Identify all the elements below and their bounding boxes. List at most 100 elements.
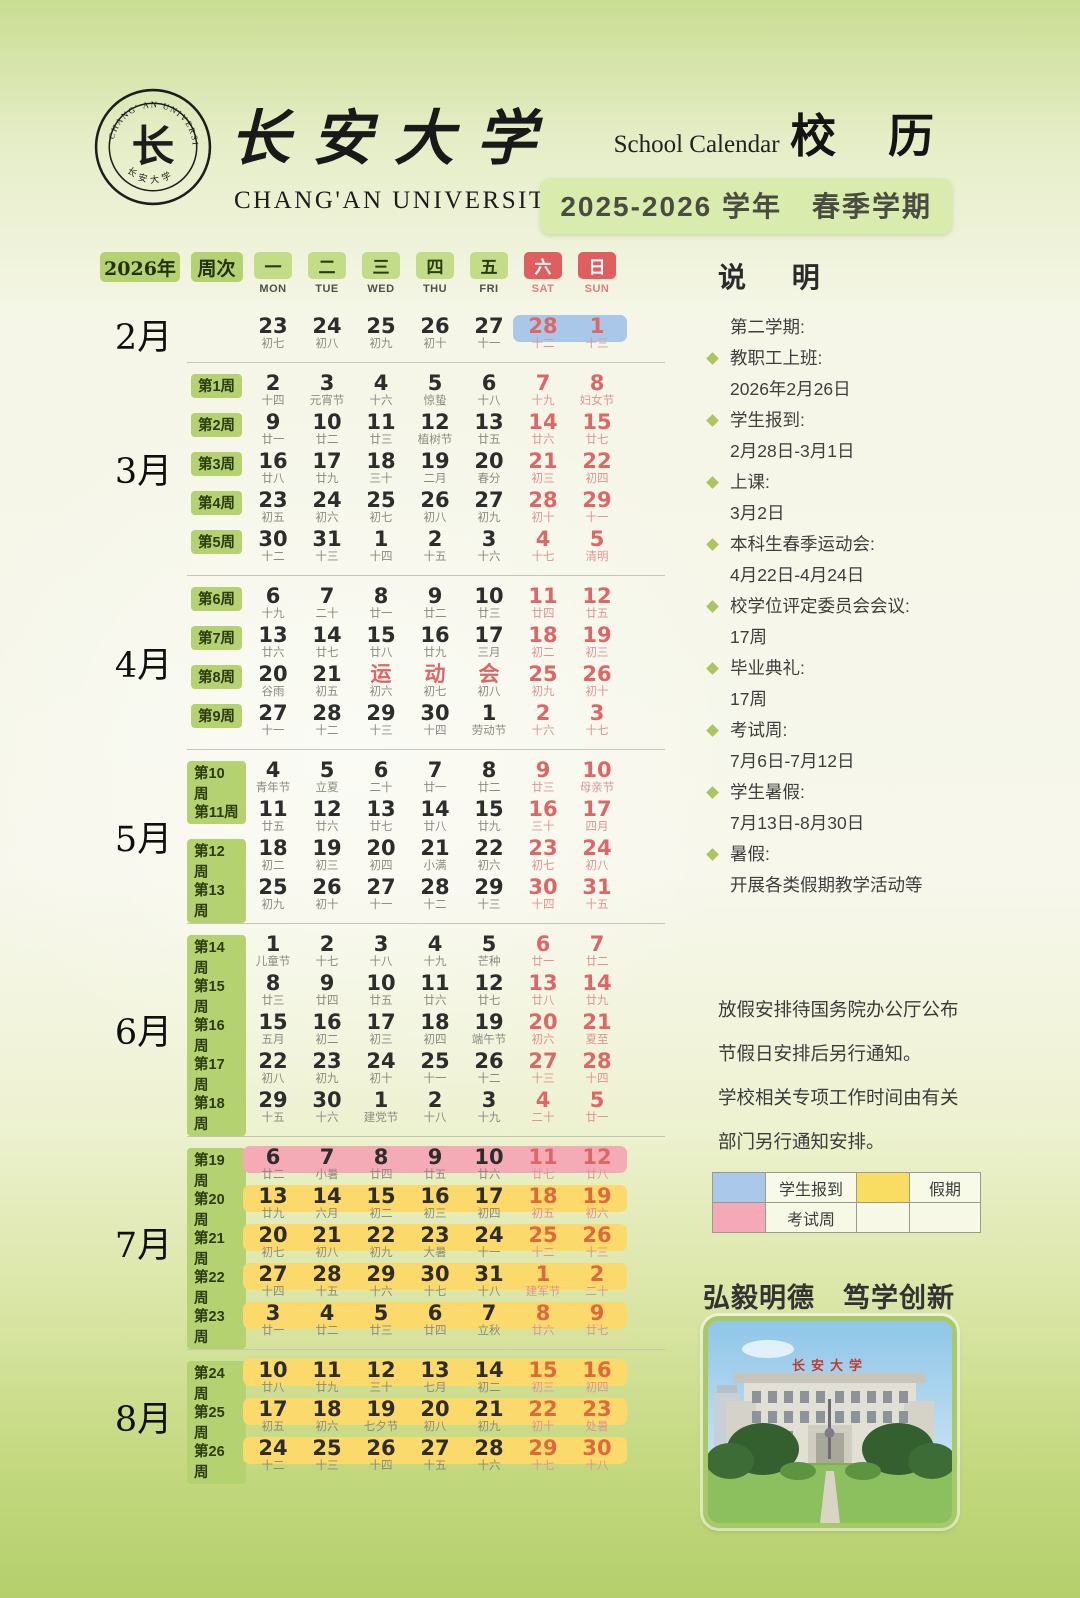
day-number: 25 <box>366 488 396 512</box>
day-cell: 25 初九 <box>246 875 300 914</box>
day-lunar-label: 十二 <box>531 338 555 350</box>
week-number-badge: 第12周 <box>187 839 246 884</box>
days-area: 2 十四 3 元宵节 4 十六 5 惊蛰 6 十八 7 十九 8 妇女节 <box>246 371 624 410</box>
day-lunar-label: 初二 <box>369 1208 393 1220</box>
day-lunar-label: 廿八 <box>261 1382 285 1394</box>
day-lunar-label: 初二 <box>315 1034 339 1046</box>
day-cell: 29 十三 <box>354 701 408 740</box>
day-number: 15 <box>366 623 396 647</box>
week-number-cell: 第17周 <box>187 1049 246 1097</box>
day-number: 11 <box>366 410 396 434</box>
day-header-glyph: 一 <box>254 252 292 279</box>
legend-table: 学生报到 假期 考试周 <box>712 1172 981 1233</box>
day-cell: 3 十八 <box>354 932 408 971</box>
day-lunar-label: 初三 <box>531 473 555 485</box>
day-lunar-label: 廿一 <box>531 956 555 968</box>
days-area: 27 十四 28 十五 29 十六 30 十七 31 十八 1 建军节 2 二十 <box>243 1262 627 1301</box>
day-lunar-label: 十五 <box>315 1286 339 1298</box>
day-number: 20 <box>258 662 288 686</box>
day-cell: 10 母亲节 <box>570 758 624 797</box>
month-label: 3月 <box>114 452 173 492</box>
notes-list: 第二学期: 教职工上班: 2026年2月26日 学生报到: 2月28日-3月1日 上课: 3… <box>706 312 978 901</box>
day-cell: 21 小满 <box>408 836 462 875</box>
day-number: 9 <box>319 971 335 995</box>
days-area: 4 青年节 5 立夏 6 二十 7 廿一 8 廿二 9 廿三 10 母亲节 <box>246 758 624 797</box>
day-cell: 22 初九 <box>354 1223 408 1262</box>
day-lunar-label: 妇女节 <box>579 395 615 407</box>
day-number: 25 <box>366 314 396 338</box>
day-lunar-label: 十八 <box>369 956 393 968</box>
day-number: 28 <box>312 701 342 725</box>
day-number: 3 <box>481 527 497 551</box>
day-number: 29 <box>528 1436 558 1460</box>
day-header-en: WED <box>367 283 395 295</box>
day-lunar-label: 十五 <box>261 1112 285 1124</box>
note-text: 校学位评定委员会会议: <box>730 596 910 616</box>
day-lunar-label: 廿四 <box>369 1169 393 1181</box>
legend-swatch-empty <box>856 1202 910 1233</box>
university-logo-icon: CHANG' AN UNIVERSITY 长安大学 长 <box>92 86 212 206</box>
day-cell: 10 廿五 <box>354 971 408 1010</box>
legend-row: 考试周 <box>712 1202 981 1233</box>
day-cell: 23 初九 <box>300 1049 354 1088</box>
day-lunar-label: 初五 <box>315 686 339 698</box>
note-text: 上课: <box>730 472 770 492</box>
day-cell: 16 廿八 <box>246 449 300 488</box>
day-lunar-label: 初七 <box>423 686 447 698</box>
day-cell: 3 元宵节 <box>300 371 354 410</box>
day-lunar-label: 春分 <box>477 473 501 485</box>
day-cell: 20 谷雨 <box>246 662 300 701</box>
month-label: 4月 <box>114 645 173 686</box>
legend-label-vacation: 假期 <box>909 1172 981 1203</box>
day-number: 29 <box>258 1088 288 1112</box>
day-cell: 11 廿九 <box>300 1358 354 1397</box>
day-header-glyph: 二 <box>308 252 346 279</box>
day-cell: 动初七 <box>408 662 462 701</box>
day-number: 13 <box>474 410 504 434</box>
day-number: 6 <box>373 758 389 782</box>
week-row: 第24周 10 廿八 11 廿九 12 三十 13 七月 14 初二 15 初三 16 初四 <box>187 1358 665 1406</box>
day-cell: 1 十三 <box>570 314 624 353</box>
note-line: 2月28日-3月1日 <box>706 436 978 467</box>
day-number: 20 <box>474 449 504 473</box>
day-number: 31 <box>474 1262 504 1286</box>
day-number: 11 <box>258 797 288 821</box>
day-cell: 18 三十 <box>354 449 408 488</box>
day-lunar-label: 初四 <box>369 860 393 872</box>
month-label: 6月 <box>114 1013 173 1053</box>
day-cell: 12 三十 <box>354 1358 408 1397</box>
day-cell: 17 三月 <box>462 623 516 662</box>
week-number-badge: 第19周 <box>187 1148 246 1193</box>
day-cell: 22 初八 <box>246 1049 300 1088</box>
day-number: 21 <box>528 449 558 473</box>
calendar-title-en: School Calendar <box>613 131 780 158</box>
day-lunar-label: 初九 <box>531 686 555 698</box>
week-row: 第16周 15 五月 16 初二 17 初三 18 初四 19 端午节 20 初六 21 夏至 <box>187 1010 665 1058</box>
week-row: 第3周 16 廿八 17 廿九 18 三十 19 二月 20 春分 21 初三 22 初四 <box>187 449 665 488</box>
day-number: 17 <box>258 1397 288 1421</box>
day-cell: 4 十七 <box>516 527 570 566</box>
day-lunar-label: 十六 <box>369 395 393 407</box>
day-lunar-label: 廿二 <box>315 1325 339 1337</box>
day-number: 28 <box>528 488 558 512</box>
day-cell: 2 十八 <box>408 1088 462 1127</box>
university-names: 长安大学 CHANG'AN UNIVERSITY <box>230 86 567 215</box>
day-lunar-label: 小满 <box>423 860 447 872</box>
day-lunar-label: 初四 <box>585 473 609 485</box>
day-cell: 2 十六 <box>516 701 570 740</box>
day-number: 4 <box>265 758 281 782</box>
highlight-strip-yellow <box>243 1263 627 1290</box>
note-text: 考试周: <box>730 720 788 740</box>
day-number: 16 <box>528 797 558 821</box>
day-lunar-label: 十四 <box>531 899 555 911</box>
day-lunar-label: 十九 <box>477 1112 501 1124</box>
day-lunar-label: 廿三 <box>369 1325 393 1337</box>
day-header-sun: 日 SUN <box>570 252 624 295</box>
day-cell: 14 廿六 <box>516 410 570 449</box>
day-lunar-label: 初七 <box>261 338 285 350</box>
day-lunar-label: 大暑 <box>423 1247 447 1259</box>
day-lunar-label: 初六 <box>369 686 393 698</box>
month-rows: 23 初七 24 初八 25 初九 26 初十 27 十一 28 十二 1 十三 <box>187 306 665 362</box>
week-row: 第17周 22 初八 23 初九 24 初十 25 十一 26 十二 27 十三 28 十四 <box>187 1049 665 1097</box>
day-lunar-label: 十一 <box>585 512 609 524</box>
